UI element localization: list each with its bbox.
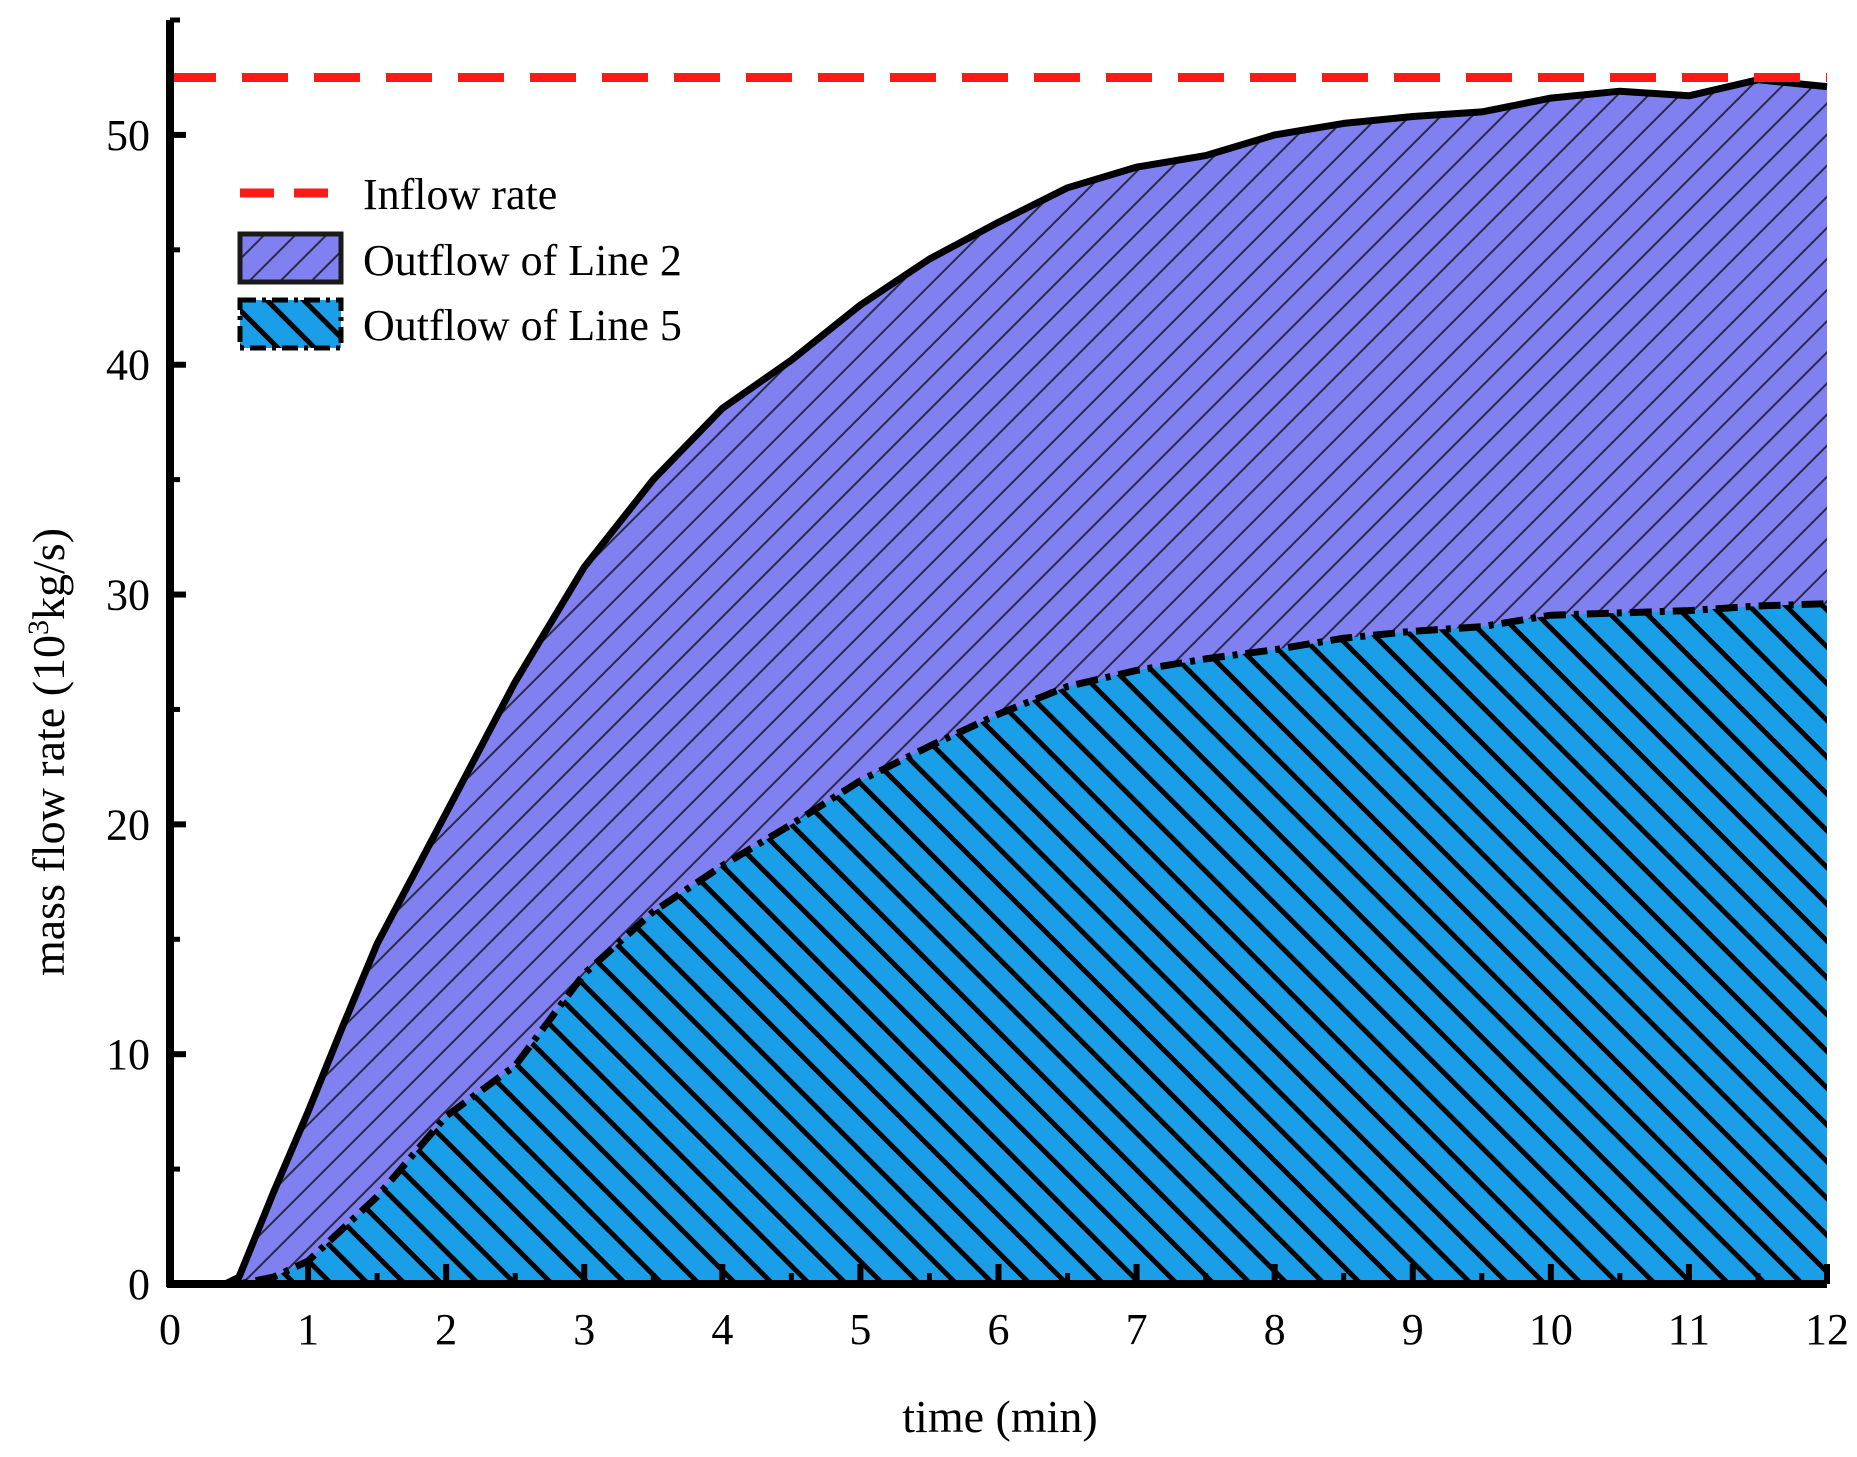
y-tick-label-40: 40: [106, 341, 150, 390]
area-line5: [170, 603, 1827, 1284]
y-tick-label-20: 20: [106, 800, 150, 849]
x-tick-label-8: 8: [1264, 1305, 1286, 1354]
x-tick-label-11: 11: [1668, 1305, 1710, 1354]
series-line-line5: [170, 600, 1828, 1285]
x-tick-label-1: 1: [297, 1305, 319, 1354]
x-tick-label-12: 12: [1805, 1305, 1849, 1354]
legend-label-line2: Outflow of Line 2: [363, 236, 682, 285]
legend-item-inflow: Inflow rate: [240, 170, 557, 219]
y-axis-title-superscript: 3: [22, 620, 55, 635]
y-axis-title-prefix: mass flow rate (10: [23, 635, 74, 976]
legend-label-inflow: Inflow rate: [363, 170, 557, 219]
legend-item-line5: Outflow of Line 5: [237, 297, 682, 351]
y-tick-label-0: 0: [128, 1260, 150, 1309]
plot-areas: [170, 76, 1828, 1285]
x-tick-label-0: 0: [159, 1305, 181, 1354]
x-tick-label-4: 4: [711, 1305, 733, 1354]
x-tick-label-3: 3: [573, 1305, 595, 1354]
x-tick-label-2: 2: [435, 1305, 457, 1354]
y-axis-title: mass flow rate (103kg/s): [22, 528, 74, 976]
y-tick-label-10: 10: [106, 1030, 150, 1079]
legend-swatch-line2: [237, 231, 344, 285]
legend: Inflow rate Outflow of Line 2 Outflow of…: [237, 170, 682, 351]
x-tick-label-9: 9: [1402, 1305, 1424, 1354]
x-tick-label-6: 6: [988, 1305, 1010, 1354]
y-tick-label-50: 50: [106, 111, 150, 160]
legend-label-line5: Outflow of Line 5: [363, 301, 682, 350]
x-tick-label-10: 10: [1529, 1305, 1573, 1354]
legend-swatch-line5: [237, 297, 344, 351]
x-axis-title: time (min): [902, 1391, 1097, 1442]
x-tick-label-7: 7: [1126, 1305, 1148, 1354]
y-axis-title-suffix: kg/s): [23, 528, 74, 620]
legend-item-line2: Outflow of Line 2: [237, 231, 682, 285]
y-tick-label-30: 30: [106, 571, 150, 620]
x-tick-label-5: 5: [849, 1305, 871, 1354]
series-line-line2: [170, 76, 1828, 1285]
